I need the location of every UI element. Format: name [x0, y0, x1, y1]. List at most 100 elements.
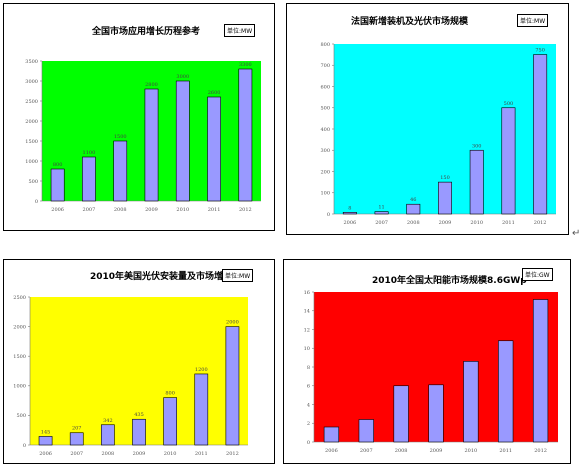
chart-2-x-tick-label: 2006 — [343, 220, 356, 226]
chart-1-bar — [82, 156, 96, 202]
chart-3-data-label: 435 — [134, 412, 144, 418]
chart-4-bar — [323, 426, 340, 443]
chart-4-x-tick-label: 2012 — [534, 448, 547, 454]
chart-1-data-label: 1500 — [114, 134, 127, 140]
chart-1-bar — [113, 140, 128, 202]
chart-4-y-tick-label: 4 — [307, 402, 310, 408]
chart-2-data-label: 300 — [472, 143, 482, 149]
chart-panel-1: 0 500 1000 1500 2000 2500 3000 3500 2006 800 2007 1… — [3, 3, 275, 231]
chart-4-x-tick-label: 2010 — [464, 448, 477, 454]
chart-2-data-label: 750 — [535, 48, 545, 54]
chart-4-y-tick-label: 2 — [307, 421, 310, 427]
chart-1-y-tick-label: 0 — [35, 199, 38, 205]
chart-4-y-tick-label: 16 — [304, 290, 310, 296]
chart-1-bar — [144, 88, 159, 202]
chart-4-title: 2010年全国太阳能市场规模8.6GWp — [372, 276, 527, 286]
chart-3-x-tick-label: 2007 — [70, 451, 83, 457]
chart-3-bar — [101, 424, 115, 446]
chart-1-x-tick-label: 2010 — [176, 207, 189, 213]
chart-2-unit-badge: 单位:MW — [517, 14, 549, 27]
chart-3-x-tick-label: 2008 — [101, 451, 114, 457]
chart-1-unit-badge: 单位:MW — [224, 24, 256, 37]
chart-3-bar — [163, 397, 177, 446]
chart-1-svg: 0 500 1000 1500 2000 2500 3000 3500 2006 800 2007 1… — [25, 59, 261, 213]
chart-1-x-tick-label: 2011 — [208, 207, 221, 213]
chart-2-bar — [533, 54, 548, 215]
chart-3-y-tick-label: 2000 — [13, 324, 26, 330]
chart-3-data-label: 342 — [103, 418, 113, 424]
chart-3-unit-badge: 单位:MW — [222, 269, 254, 282]
chart-1-y-tick-label: 500 — [28, 179, 38, 185]
chart-2-data-label: 46 — [410, 197, 416, 203]
chart-3-y-tick-label: 2500 — [13, 295, 26, 301]
chart-3-data-label: 145 — [41, 429, 51, 435]
chart-3-title: 2010年美国光伏安装量及市场增长 — [90, 272, 233, 282]
chart-2-title: 法国新增装机及光伏市场规模 — [351, 17, 469, 27]
chart-4-y-tick-label: 14 — [304, 309, 310, 315]
chart-4-bar — [498, 340, 514, 443]
chart-2-bar — [501, 107, 516, 215]
chart-2-bar — [469, 149, 484, 215]
chart-1-data-label: 1100 — [83, 150, 96, 156]
chart-1-data-label: 3000 — [176, 74, 189, 80]
chart-3-bar — [38, 436, 53, 446]
chart-4-y-tick-label: 0 — [307, 440, 310, 446]
chart-1-bar — [238, 68, 253, 202]
chart-3-bar — [69, 432, 84, 446]
chart-2-data-label: 150 — [440, 175, 450, 181]
chart-2-x-tick-label: 2010 — [470, 220, 483, 226]
chart-3-x-tick-label: 2009 — [133, 451, 146, 457]
chart-1-x-tick-label: 2006 — [51, 207, 64, 213]
chart-1-y-tick-label: 2500 — [25, 99, 38, 105]
chart-1-y-tick-label: 3500 — [25, 59, 38, 65]
chart-2-y-tick-label: 800 — [320, 42, 330, 48]
chart-2-x-tick-label: 2011 — [502, 220, 515, 226]
chart-2-x-tick-label: 2012 — [534, 220, 547, 226]
chart-2-x-tick-label: 2009 — [439, 220, 452, 226]
chart-2-data-label: 11 — [378, 205, 384, 211]
chart-2-data-label: 500 — [504, 101, 514, 107]
chart-3-data-label: 1200 — [195, 367, 208, 373]
chart-4-x-tick-label: 2006 — [325, 448, 338, 454]
chart-3-x-tick-label: 2011 — [195, 451, 208, 457]
chart-2-y-tick-label: 400 — [320, 127, 330, 133]
chart-1-y-tick-label: 1500 — [25, 139, 38, 145]
chart-3-y-tick-label: 0 — [23, 443, 26, 449]
chart-2-y-tick-label: 600 — [320, 84, 330, 90]
chart-3-y-tick-label: 1500 — [13, 354, 26, 360]
chart-2-bar — [406, 203, 421, 215]
chart-4-svg: 0 2 4 6 8 10 12 14 16 2006 2007 2008 2009 2010 2011 201… — [304, 290, 558, 454]
chart-3-bar — [194, 373, 209, 446]
chart-4-y-tick-label: 12 — [304, 327, 310, 333]
chart-panel-4: 0 2 4 6 8 10 12 14 16 2006 2007 2008 2009 2010 2011 201… — [283, 259, 571, 464]
chart-4-x-tick-label: 2009 — [430, 448, 443, 454]
chart-2-bar — [438, 181, 452, 215]
chart-1-x-tick-label: 2007 — [83, 207, 96, 213]
chart-4-bar — [532, 299, 549, 443]
chart-3-bar — [132, 418, 146, 446]
chart-4-bar — [358, 419, 374, 443]
chart-1-bar — [50, 168, 65, 202]
chart-2-bar — [342, 212, 357, 215]
chart-4-y-tick-label: 8 — [307, 365, 310, 371]
chart-4-y-tick-label: 10 — [304, 346, 310, 352]
chart-3-x-tick-label: 2012 — [226, 451, 239, 457]
chart-3-bar — [225, 326, 240, 446]
chart-panel-3: 0 500 1000 1500 2000 2500 2006 145 2007 207 2008 34… — [3, 259, 275, 464]
chart-1-data-label: 800 — [53, 162, 63, 168]
chart-3-x-tick-label: 2006 — [39, 451, 52, 457]
chart-2-data-label: 8 — [348, 205, 351, 211]
chart-4-x-tick-label: 2011 — [499, 448, 512, 454]
chart-1-bar — [207, 96, 221, 202]
chart-panel-2: 0 100 200 300 400 500 600 700 800 2006 8 2007 11 2008… — [286, 3, 569, 235]
chart-2-y-tick-label: 300 — [320, 148, 330, 154]
chart-1-data-label: 2800 — [145, 82, 158, 88]
chart-2-y-tick-label: 200 — [320, 169, 330, 175]
chart-2-x-tick-label: 2008 — [407, 220, 420, 226]
chart-3-y-tick-label: 1000 — [13, 384, 26, 390]
paragraph-return-mark: ↵ — [572, 228, 581, 239]
chart-2-y-tick-label: 0 — [327, 212, 330, 218]
chart-2-y-tick-label: 100 — [320, 191, 330, 197]
chart-4-x-tick-label: 2007 — [360, 448, 373, 454]
chart-1-data-label: 3300 — [239, 62, 252, 68]
